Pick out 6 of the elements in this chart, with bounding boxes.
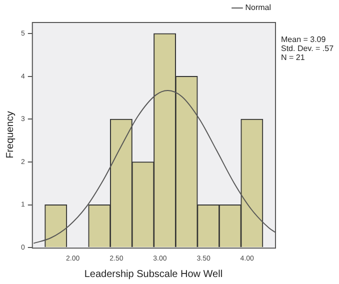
text: Mean = 3.09 — [281, 35, 326, 44]
legend-label: Normal — [245, 3, 272, 12]
y-axis-title: Frequency — [4, 111, 16, 158]
x-axis-title: Leadership Subscale How Well — [84, 268, 223, 280]
text: Std. Dev. = .57 — [281, 44, 334, 54]
text: N = 21 — [281, 53, 306, 62]
